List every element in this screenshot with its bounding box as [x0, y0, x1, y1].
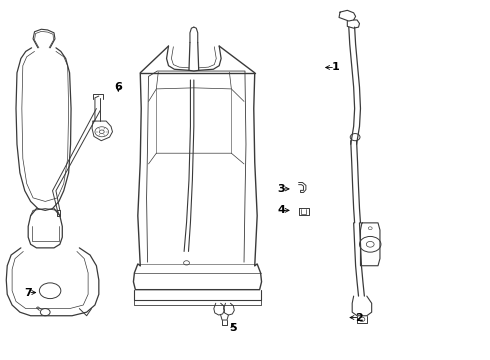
Text: 5: 5 — [229, 323, 237, 333]
Text: 1: 1 — [331, 63, 339, 72]
Text: 7: 7 — [24, 288, 32, 297]
Text: 4: 4 — [278, 205, 286, 215]
Text: 2: 2 — [356, 312, 364, 323]
Text: 3: 3 — [278, 184, 285, 194]
Text: 6: 6 — [114, 82, 122, 92]
